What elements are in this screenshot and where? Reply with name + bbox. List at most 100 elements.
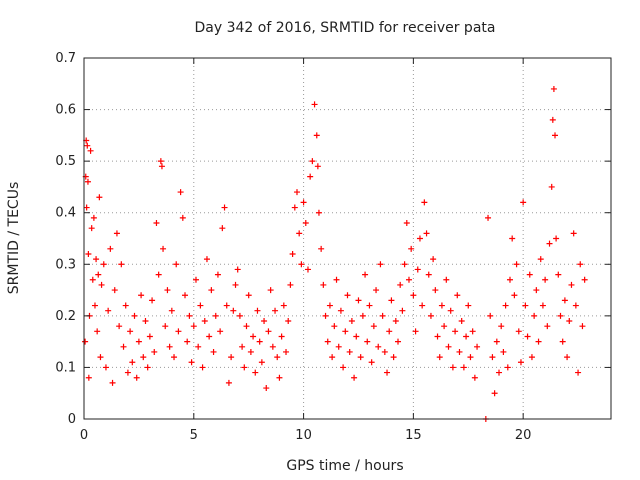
- data-point: [307, 173, 314, 180]
- data-point: [318, 245, 325, 252]
- data-point: [355, 297, 362, 304]
- plot-frame: [83, 57, 612, 420]
- data-point: [410, 292, 417, 299]
- data-point: [298, 261, 305, 268]
- data-point: [498, 323, 505, 330]
- data-point: [568, 281, 575, 288]
- data-point: [353, 333, 360, 340]
- data-point: [120, 343, 127, 350]
- data-point: [513, 261, 520, 268]
- data-point: [274, 354, 281, 361]
- data-point: [441, 323, 448, 330]
- data-point: [335, 343, 342, 350]
- data-point: [397, 281, 404, 288]
- data-point: [138, 292, 145, 299]
- data-point: [111, 287, 118, 294]
- data-point: [502, 302, 509, 309]
- data-point: [296, 230, 303, 237]
- data-point: [405, 276, 412, 283]
- data-point: [559, 338, 566, 345]
- chart-title: Day 342 of 2016, SRMTID for receiver pat…: [195, 20, 496, 36]
- y-tick-labels: 0 0.1 0.2 0.3 0.4 0.5 0.6 0.7: [55, 51, 76, 427]
- data-point: [88, 225, 95, 232]
- data-point: [366, 302, 373, 309]
- data-point: [160, 245, 167, 252]
- data-point: [539, 302, 546, 309]
- data-point: [124, 369, 131, 376]
- data-point: [322, 312, 329, 319]
- data-point: [471, 374, 478, 381]
- data-point: [357, 354, 364, 361]
- data-point: [166, 343, 173, 350]
- data-point: [85, 250, 92, 257]
- data-point: [252, 369, 259, 376]
- data-point: [82, 338, 89, 345]
- data-point: [283, 348, 290, 355]
- data-point: [456, 348, 463, 355]
- data-point: [493, 338, 500, 345]
- data-point: [504, 364, 511, 371]
- data-point: [520, 199, 527, 206]
- data-point: [533, 287, 540, 294]
- data-point: [203, 256, 210, 263]
- data-point: [458, 318, 465, 325]
- data-point: [95, 271, 102, 278]
- data-point: [346, 348, 353, 355]
- data-point: [96, 194, 103, 201]
- data-point: [85, 374, 92, 381]
- data-point: [443, 276, 450, 283]
- axis-ticks: [83, 57, 611, 420]
- data-point: [162, 323, 169, 330]
- data-point: [333, 276, 340, 283]
- data-point: [572, 302, 579, 309]
- data-point: [452, 328, 459, 335]
- data-point: [190, 323, 197, 330]
- data-point: [329, 354, 336, 361]
- data-point: [489, 354, 496, 361]
- data-point: [553, 235, 560, 242]
- data-point: [469, 328, 476, 335]
- data-point: [135, 338, 142, 345]
- y-axis-label: SRMTID / TECUs: [6, 182, 22, 295]
- data-point: [199, 364, 206, 371]
- data-point: [438, 302, 445, 309]
- data-point: [91, 302, 98, 309]
- data-point: [467, 354, 474, 361]
- data-point: [188, 359, 195, 366]
- data-point: [522, 302, 529, 309]
- data-point: [129, 359, 136, 366]
- data-point: [243, 323, 250, 330]
- data-point: [337, 307, 344, 314]
- data-point: [377, 261, 384, 268]
- data-point: [225, 379, 232, 386]
- data-point: [175, 328, 182, 335]
- data-point: [313, 132, 320, 139]
- y-tick-label: 0: [68, 412, 76, 427]
- data-point: [524, 333, 531, 340]
- data-point: [87, 147, 94, 154]
- data-point: [256, 338, 263, 345]
- data-point: [506, 276, 513, 283]
- data-point: [280, 302, 287, 309]
- x-tick-label: 5: [190, 428, 198, 443]
- data-point: [474, 343, 481, 350]
- data-point: [386, 328, 393, 335]
- data-point: [239, 343, 246, 350]
- data-point: [201, 318, 208, 325]
- data-point: [491, 390, 498, 397]
- data-point: [414, 266, 421, 273]
- data-point: [84, 178, 91, 185]
- data-point: [465, 302, 472, 309]
- data-point: [144, 364, 151, 371]
- data-point: [146, 333, 153, 340]
- data-point: [384, 369, 391, 376]
- data-point: [537, 256, 544, 263]
- data-point: [127, 328, 134, 335]
- data-point: [423, 230, 430, 237]
- data-point: [425, 271, 432, 278]
- data-point: [548, 183, 555, 190]
- data-point: [412, 328, 419, 335]
- data-point: [173, 261, 180, 268]
- data-point: [485, 214, 492, 221]
